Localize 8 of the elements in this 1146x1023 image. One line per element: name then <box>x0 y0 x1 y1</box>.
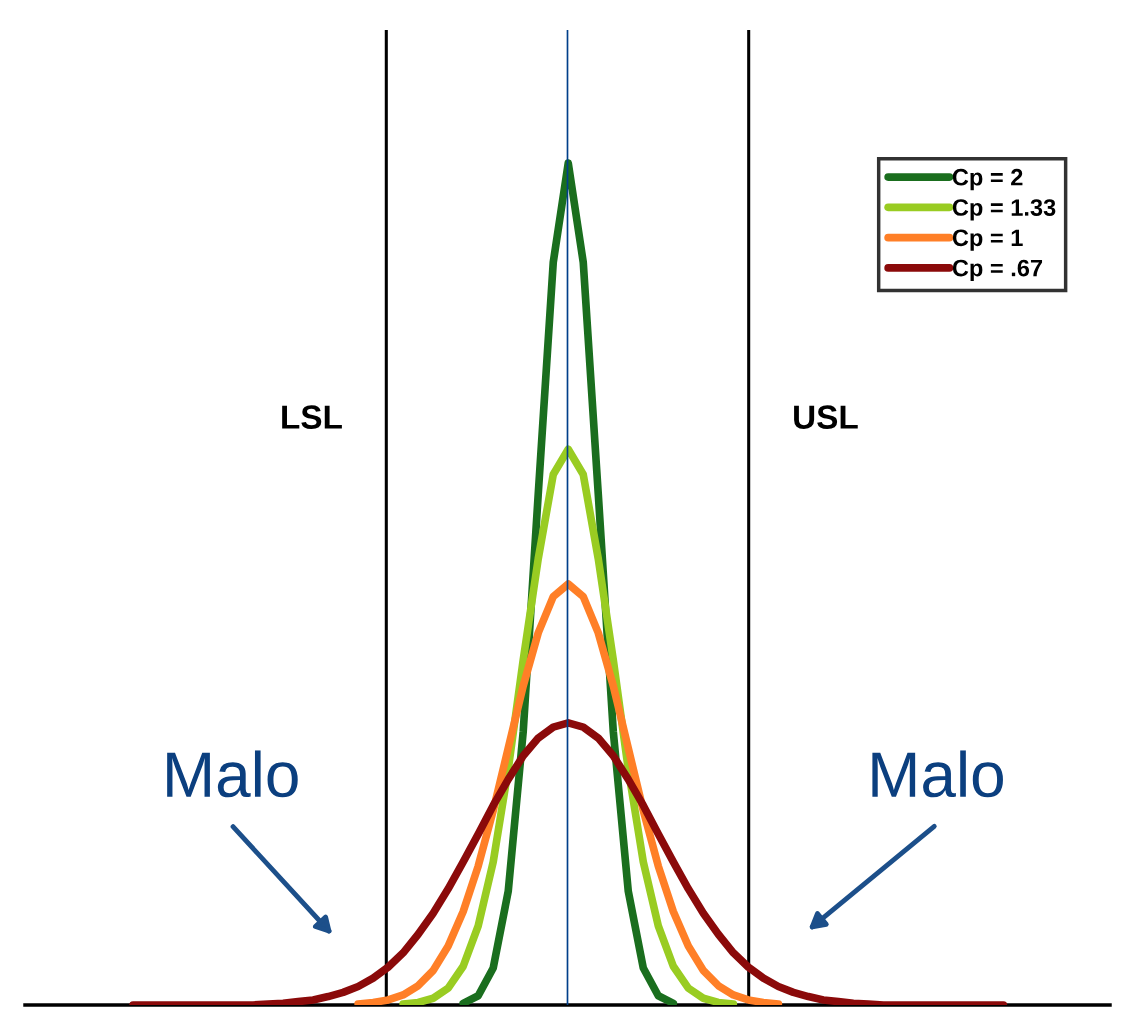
legend-label: Cp = 1.33 <box>952 199 1056 221</box>
text: USL <box>794 405 858 429</box>
legend-label: Cp = .67 <box>952 259 1043 282</box>
text: LSL <box>282 405 342 429</box>
legend-label: Cp = 1 <box>952 229 1023 251</box>
annotation: Malo <box>167 750 298 798</box>
legend-label: Cp = 2 <box>952 168 1023 191</box>
annotation: Malo <box>872 750 1003 798</box>
